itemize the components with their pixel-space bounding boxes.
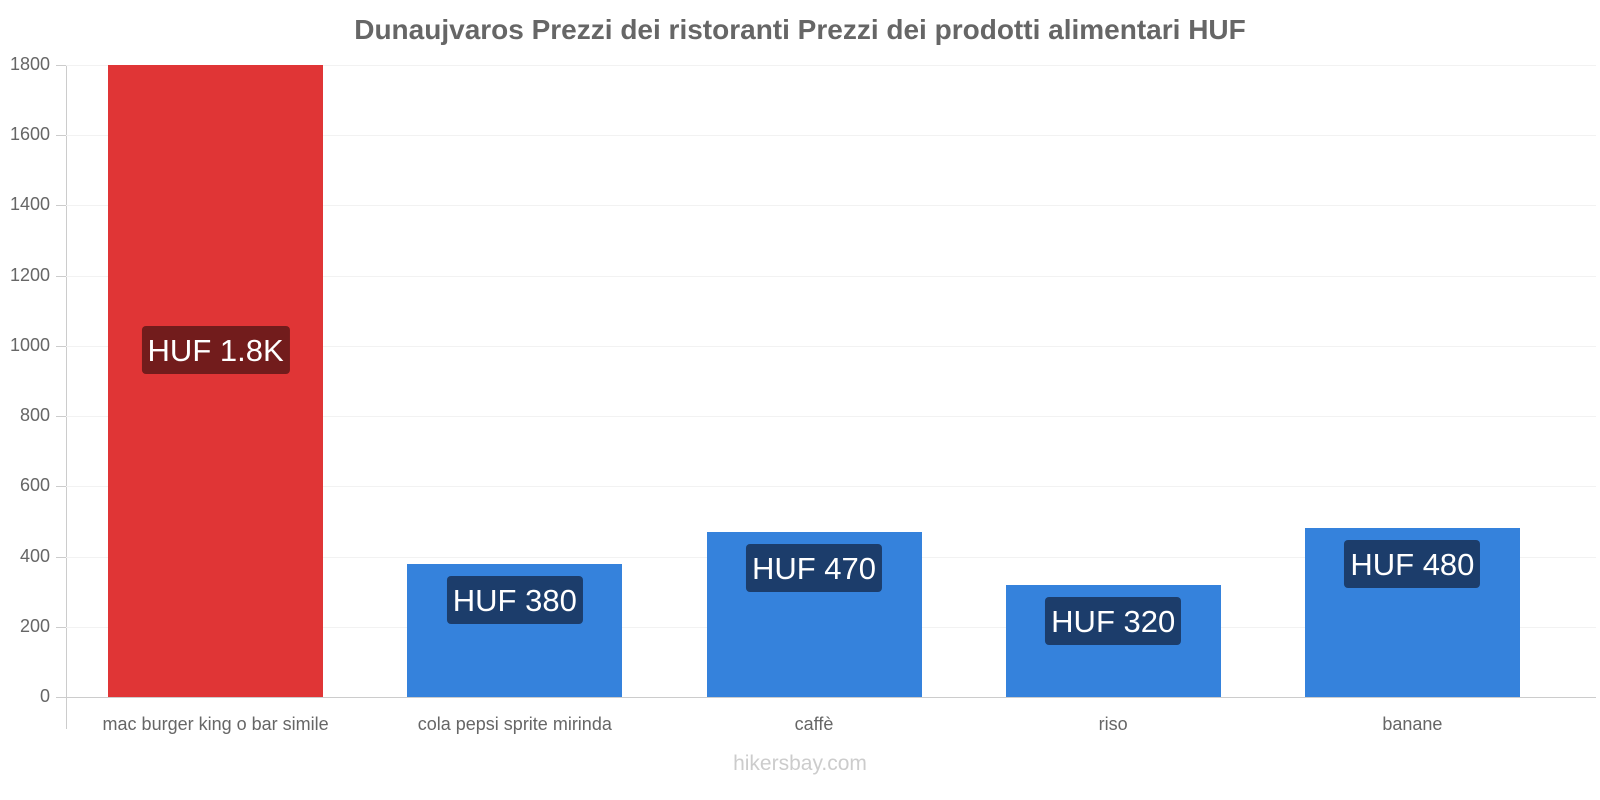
y-tick-mark [56, 486, 66, 487]
y-tick-mark [56, 205, 66, 206]
y-tick-label: 0 [39, 686, 50, 706]
y-tick-label: 800 [19, 405, 50, 425]
bar-value-label: HUF 380 [446, 575, 583, 624]
gridline [66, 205, 1596, 206]
x-category-label: cola pepsi sprite mirinda [417, 714, 612, 734]
y-tick-label: 200 [19, 616, 50, 636]
y-axis-line [66, 65, 67, 729]
bar-value-label: HUF 1.8K [141, 326, 290, 374]
gridline [66, 276, 1596, 277]
y-tick-label: 600 [19, 475, 50, 495]
gridline [66, 135, 1596, 136]
y-tick-mark [56, 276, 66, 277]
bar-value-label: HUF 470 [745, 543, 883, 592]
x-category-label: riso [1098, 714, 1128, 734]
x-category-label: caffè [794, 714, 834, 734]
y-tick-label: 1800 [9, 54, 50, 74]
y-tick-mark [56, 697, 66, 698]
y-tick-mark [56, 135, 66, 136]
y-tick-label: 1000 [9, 335, 50, 355]
watermark: hikersbay.com [733, 752, 867, 775]
bar-value-label: HUF 480 [1344, 540, 1481, 589]
x-category-label: mac burger king o bar simile [102, 714, 329, 734]
y-tick-mark [56, 346, 66, 347]
y-tick-mark [56, 65, 66, 66]
y-tick-mark [56, 416, 66, 417]
y-tick-label: 1400 [9, 194, 50, 214]
y-tick-mark [56, 557, 66, 558]
bar-value-label: HUF 320 [1045, 596, 1182, 645]
gridline [66, 346, 1596, 347]
gridline [66, 65, 1596, 66]
y-tick-label: 1600 [9, 124, 50, 144]
gridline [66, 486, 1596, 487]
bar[interactable] [108, 65, 324, 697]
x-axis-line [56, 697, 1596, 698]
gridline [66, 416, 1596, 417]
y-tick-label: 400 [19, 546, 50, 566]
chart-title: Dunaujvaros Prezzi dei ristoranti Prezzi… [354, 14, 1246, 45]
y-tick-mark [56, 627, 66, 628]
y-tick-label: 1200 [9, 265, 50, 285]
x-category-label: banane [1382, 714, 1443, 734]
